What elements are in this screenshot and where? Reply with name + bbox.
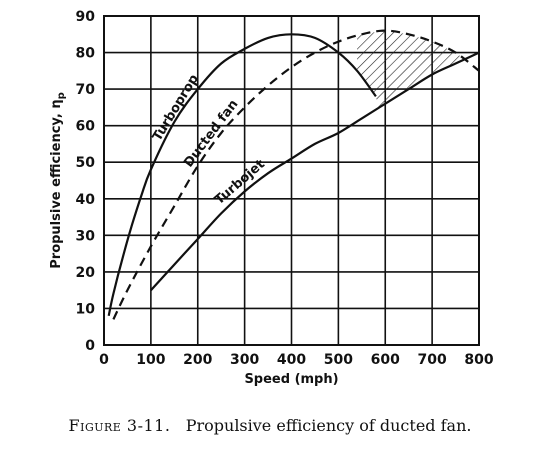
x-tick-label: 200: [183, 352, 212, 368]
y-tick-labels: 0 10 20 30 40 50 60 70 80 90: [76, 9, 96, 354]
x-tick-label: 100: [136, 352, 165, 368]
curve-label-ducted-fan: Ducted fan: [181, 97, 241, 170]
x-tick-label: 600: [371, 352, 400, 368]
hatched-region: [357, 30, 463, 109]
figure-label: Figure 3-11.: [68, 416, 171, 435]
y-tick-label: 80: [76, 46, 96, 62]
plot-frame: [103, 15, 480, 346]
y-tick-label: 50: [76, 155, 96, 171]
y-tick-label: 20: [76, 265, 96, 281]
curves: [107, 29, 480, 320]
y-tick-label: 40: [76, 192, 96, 208]
curve-label-turbojet: Turbojet: [212, 157, 268, 208]
y-axis-title-main: Propulsive efficiency, η: [49, 99, 64, 268]
x-tick-label: 800: [464, 352, 493, 368]
x-tick-label: 300: [230, 352, 259, 368]
x-tick-label: 500: [324, 352, 353, 368]
x-tick-label: 700: [418, 352, 447, 368]
y-axis-title: Propulsive efficiency, ηp: [49, 92, 67, 269]
series-line-turbojet: [150, 51, 480, 291]
y-tick-label: 90: [76, 9, 96, 25]
y-tick-label: 70: [76, 82, 96, 98]
series-line-turboprop: [107, 33, 377, 317]
y-tick-label: 0: [85, 338, 95, 354]
x-tick-label: 400: [277, 352, 306, 368]
x-axis-title: Speed (mph): [244, 372, 338, 387]
y-axis-title-subscript: p: [56, 92, 67, 99]
y-tick-label: 10: [76, 301, 96, 317]
x-tick-label: 0: [99, 352, 109, 368]
x-tick-labels: 0 100 200 300 400 500 600 700 800: [99, 352, 494, 368]
chart: 0 100 200 300 400 500 600 700 800 0 10 20 30 40 50 60 7…: [49, 9, 494, 387]
hatched-area: [357, 30, 463, 109]
figure-caption-text: Propulsive efficiency of ducted fan.: [185, 416, 472, 435]
curve-label-turboprop: Turboprop: [150, 72, 202, 144]
figure-caption: Figure 3-11. Propulsive efficiency of du…: [0, 416, 540, 435]
y-tick-label: 30: [76, 228, 96, 244]
y-tick-label: 60: [76, 119, 96, 135]
